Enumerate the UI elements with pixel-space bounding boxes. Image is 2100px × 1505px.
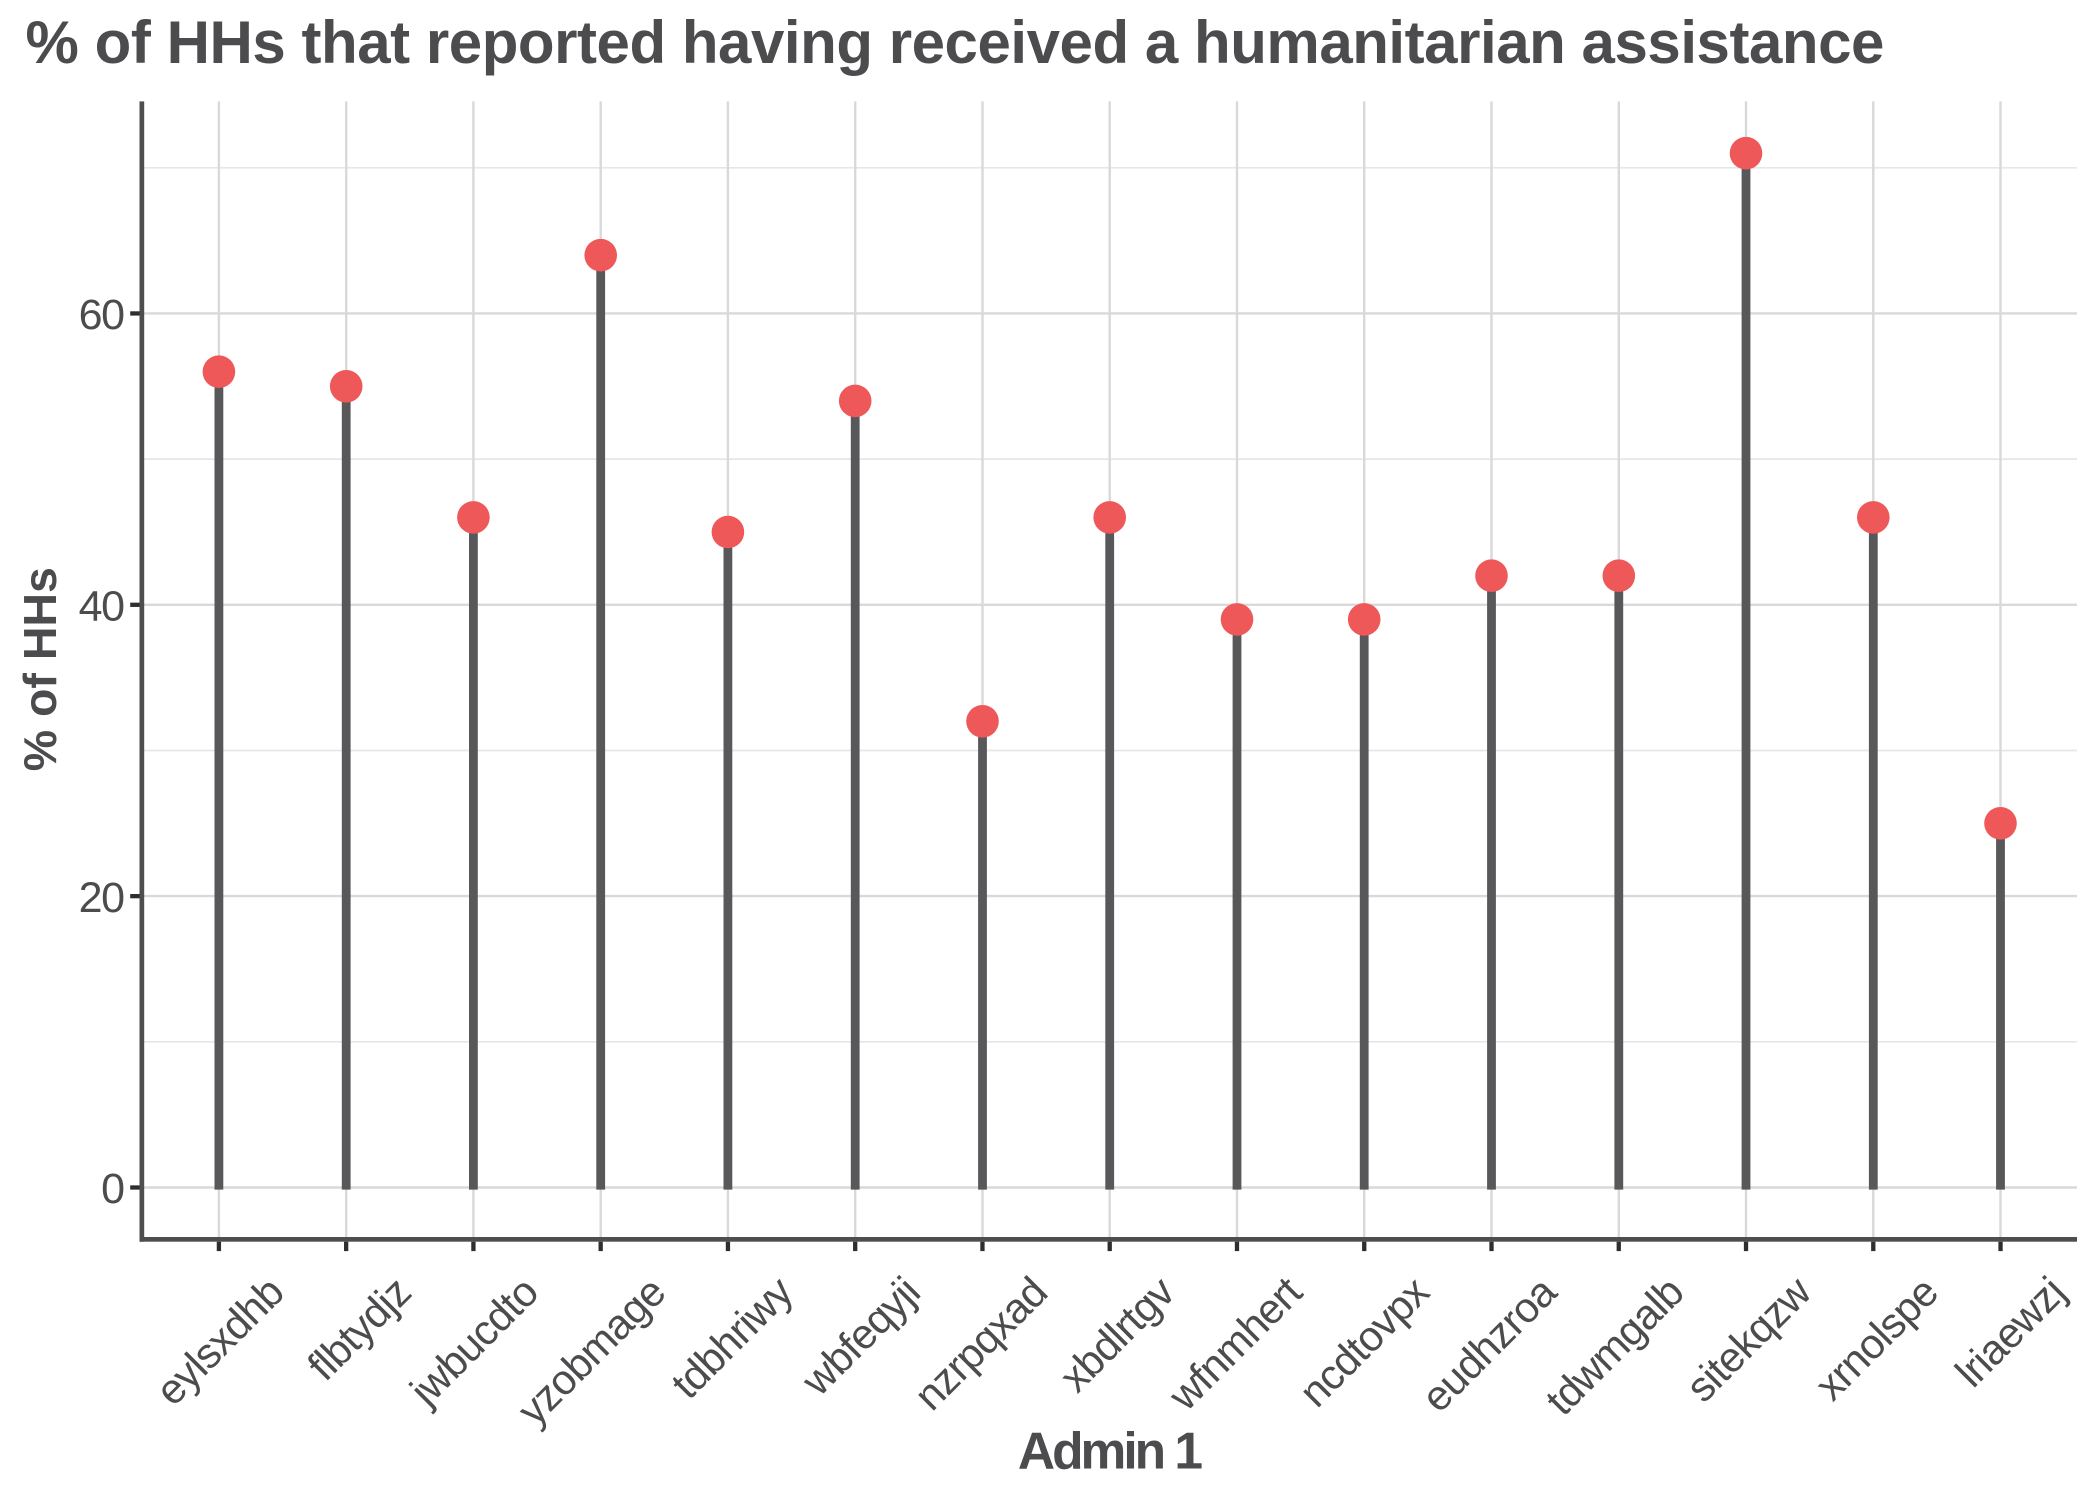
svg-text:% of HHs: % of HHs — [14, 567, 66, 771]
svg-text:20: 20 — [79, 874, 124, 922]
svg-text:60: 60 — [79, 291, 124, 339]
svg-text:% of HHs that reported having: % of HHs that reported having received a… — [26, 9, 1884, 76]
svg-text:40: 40 — [79, 582, 124, 630]
svg-text:Admin 1: Admin 1 — [1018, 1422, 1203, 1480]
svg-text:0: 0 — [101, 1165, 124, 1213]
